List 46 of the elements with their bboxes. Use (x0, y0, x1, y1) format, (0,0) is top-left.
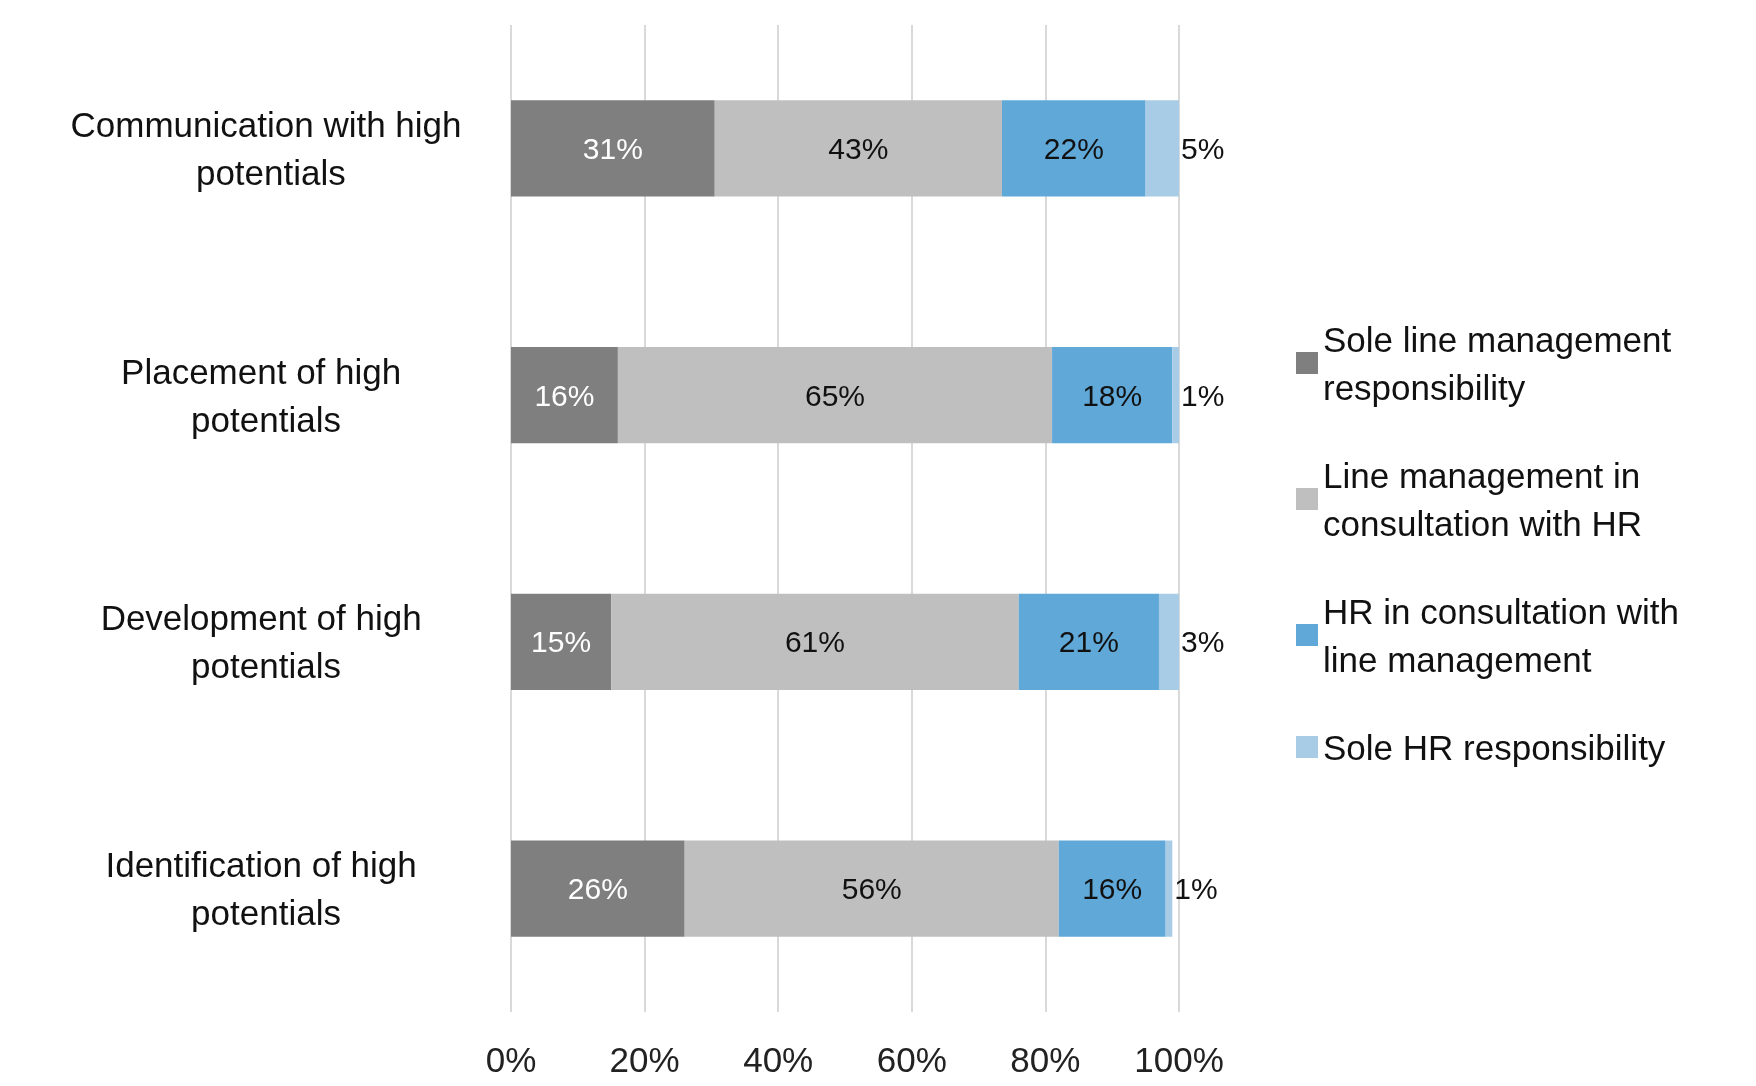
bar (1172, 347, 1179, 444)
data-label: 22% (1043, 131, 1104, 165)
x-tick-label: 0% (485, 1040, 537, 1079)
bar (511, 840, 685, 937)
y-tick-label: Placement of high potentials (121, 351, 411, 439)
x-tick-label: 40% (743, 1040, 814, 1079)
x-tick-label: 100% (1134, 1040, 1224, 1079)
data-label: 15% (531, 625, 592, 659)
bar (617, 347, 1053, 444)
y-tick-label: Identification of high potentials (105, 845, 427, 933)
data-label: 1% (1181, 378, 1225, 412)
bar (1058, 840, 1166, 937)
legend-label: Line management in consultation with HR (1323, 455, 1650, 543)
bar (1052, 347, 1173, 444)
bar (511, 593, 612, 690)
data-label: 3% (1181, 625, 1225, 659)
data-label: 16% (1082, 872, 1143, 906)
data-label: 56% (841, 872, 902, 906)
y-tick-label: Communication with high potentials (70, 104, 462, 192)
bar (684, 840, 1059, 937)
data-label: 31% (582, 131, 643, 165)
bar (1001, 100, 1146, 197)
bar (1018, 593, 1159, 690)
bar (511, 347, 618, 444)
bar (1165, 840, 1173, 937)
legend-label: Sole line management responsibility (1323, 319, 1681, 407)
data-label: 26% (567, 872, 628, 906)
bar (1158, 593, 1179, 690)
data-label: 5% (1181, 131, 1225, 165)
data-label: 21% (1058, 625, 1119, 659)
legend-label: HR in consultation with line management (1323, 591, 1689, 679)
data-label: 65% (804, 378, 865, 412)
bar (511, 100, 715, 197)
data-label: 43% (828, 131, 889, 165)
data-label: 16% (534, 378, 595, 412)
x-tick-label: 60% (876, 1040, 947, 1079)
x-tick-label: 20% (609, 1040, 680, 1079)
x-tick-label: 80% (1010, 1040, 1081, 1079)
y-tick-label: Development of high potentials (100, 598, 432, 686)
data-label: 1% (1174, 872, 1218, 906)
legend-label: Sole HR responsibility (1323, 727, 1666, 767)
data-label: 61% (784, 625, 845, 659)
data-label: 18% (1082, 378, 1143, 412)
bar (714, 100, 1002, 197)
bar (1145, 100, 1179, 197)
bar (611, 593, 1019, 690)
